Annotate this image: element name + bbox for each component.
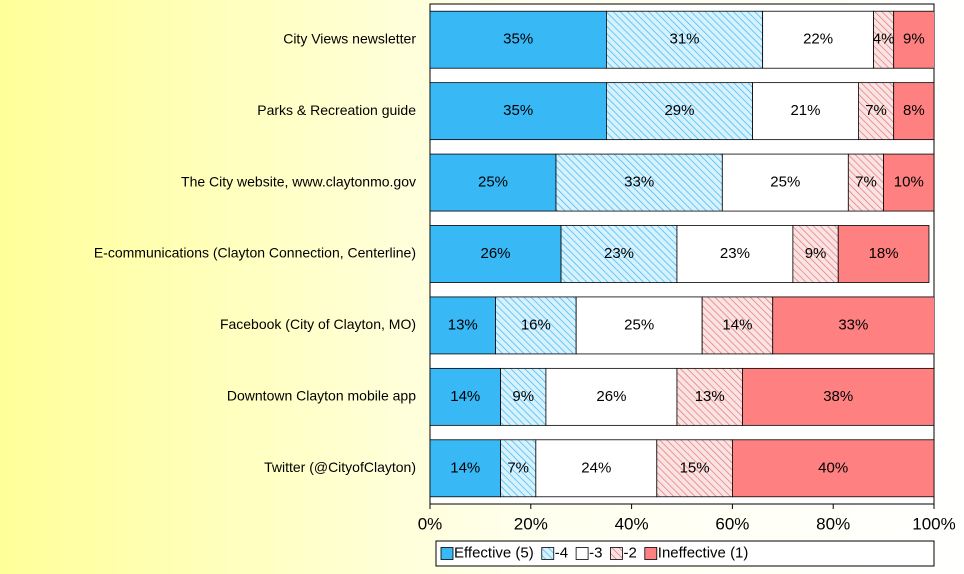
bar-segment xyxy=(606,82,753,141)
x-tick-label: 60% xyxy=(715,514,749,533)
bar-segment xyxy=(430,439,501,498)
y-tick-label: E-communications (Clayton Connection, Ce… xyxy=(94,245,416,261)
bar-segment xyxy=(535,439,658,498)
bars: 35% 31% 22% 4% 9% 35% 29% 21% 7% 8% 25% 33% 25% 7% 10%… xyxy=(430,10,934,498)
y-tick-label: Parks & Recreation guide xyxy=(257,102,416,118)
value-label: 16% xyxy=(521,316,551,333)
bar-segment xyxy=(560,225,678,283)
bar-segment xyxy=(555,153,723,212)
legend-label: -3 xyxy=(589,544,602,561)
bar-segment xyxy=(430,153,557,212)
value-label: 14% xyxy=(450,388,480,405)
value-label: 8% xyxy=(903,102,925,119)
bar-segment xyxy=(732,439,934,498)
value-label: 18% xyxy=(869,245,899,262)
legend-label: Effective (5) xyxy=(454,544,534,561)
value-label: 9% xyxy=(805,245,827,262)
y-tick-label: Facebook (City of Clayton, MO) xyxy=(220,316,416,332)
value-label: 14% xyxy=(450,459,480,476)
value-label: 13% xyxy=(448,316,478,333)
value-label: 21% xyxy=(790,102,820,119)
x-tick-label: 20% xyxy=(514,514,548,533)
bar-segment xyxy=(858,82,895,141)
y-tick-label: Downtown Clayton mobile app xyxy=(227,388,416,404)
legend-swatch xyxy=(440,547,454,560)
bar-segment xyxy=(772,296,934,355)
value-label: 35% xyxy=(503,31,533,48)
legend-swatch xyxy=(575,547,589,560)
x-tick-label: 100% xyxy=(912,514,955,533)
value-label: 15% xyxy=(680,459,710,476)
bar-segment xyxy=(742,367,934,426)
legend-swatch xyxy=(610,547,623,560)
value-label: 25% xyxy=(478,174,508,191)
value-label: 10% xyxy=(894,174,924,191)
legend-swatch xyxy=(541,547,555,560)
x-tick-label: 80% xyxy=(816,514,850,533)
value-label: 9% xyxy=(903,31,925,48)
bar-segment xyxy=(575,296,703,355)
value-label: 7% xyxy=(507,459,529,476)
bar-segment xyxy=(430,82,607,141)
bar-segment xyxy=(676,367,743,426)
legend-label: Ineffective (1) xyxy=(658,544,749,561)
value-label: 23% xyxy=(720,245,750,262)
bar-segment xyxy=(676,225,794,283)
bar-segment xyxy=(762,10,874,69)
value-label: 4% xyxy=(873,31,895,48)
bar-segment xyxy=(883,153,934,212)
bar-segment xyxy=(893,10,934,69)
value-label: 33% xyxy=(624,174,654,191)
value-label: 7% xyxy=(865,102,887,119)
bar-segment xyxy=(847,153,885,212)
value-label: 7% xyxy=(855,174,877,191)
value-label: 31% xyxy=(670,31,700,48)
value-label: 33% xyxy=(838,316,868,333)
value-label: 9% xyxy=(512,388,534,405)
value-label: 14% xyxy=(722,316,752,333)
value-label: 13% xyxy=(695,388,725,405)
bar-segment xyxy=(893,82,934,141)
y-tick-label: Twitter (@CityofClayton) xyxy=(264,459,416,475)
bar-segment xyxy=(545,367,678,426)
value-label: 38% xyxy=(823,388,853,405)
bar-segment xyxy=(430,10,607,69)
legend-label: -2 xyxy=(623,544,636,561)
value-label: 25% xyxy=(624,316,654,333)
legend xyxy=(435,540,935,567)
bar-segment xyxy=(792,225,839,283)
x-tick-label: 0% xyxy=(418,514,443,533)
value-label: 23% xyxy=(604,245,634,262)
y-tick-label: City Views newsletter xyxy=(283,30,416,46)
bar-segment xyxy=(701,296,774,355)
x-tick-label: 40% xyxy=(615,514,649,533)
value-label: 25% xyxy=(770,174,800,191)
value-label: 40% xyxy=(818,459,848,476)
bar-segment xyxy=(606,10,764,69)
bar-segment xyxy=(430,296,496,355)
y-tick-label: The City website, www.claytonmo.gov xyxy=(181,173,416,189)
bar-segment xyxy=(430,225,562,283)
value-label: 26% xyxy=(481,245,511,262)
value-label: 24% xyxy=(581,459,611,476)
legend-label: -4 xyxy=(555,544,568,561)
value-label: 26% xyxy=(596,388,626,405)
bar-segment xyxy=(430,367,501,426)
bar-segment xyxy=(837,225,930,283)
legend-swatch xyxy=(644,547,658,560)
value-label: 22% xyxy=(803,31,833,48)
value-label: 35% xyxy=(503,102,533,119)
bar-segment xyxy=(495,296,577,355)
value-label: 29% xyxy=(664,102,694,119)
